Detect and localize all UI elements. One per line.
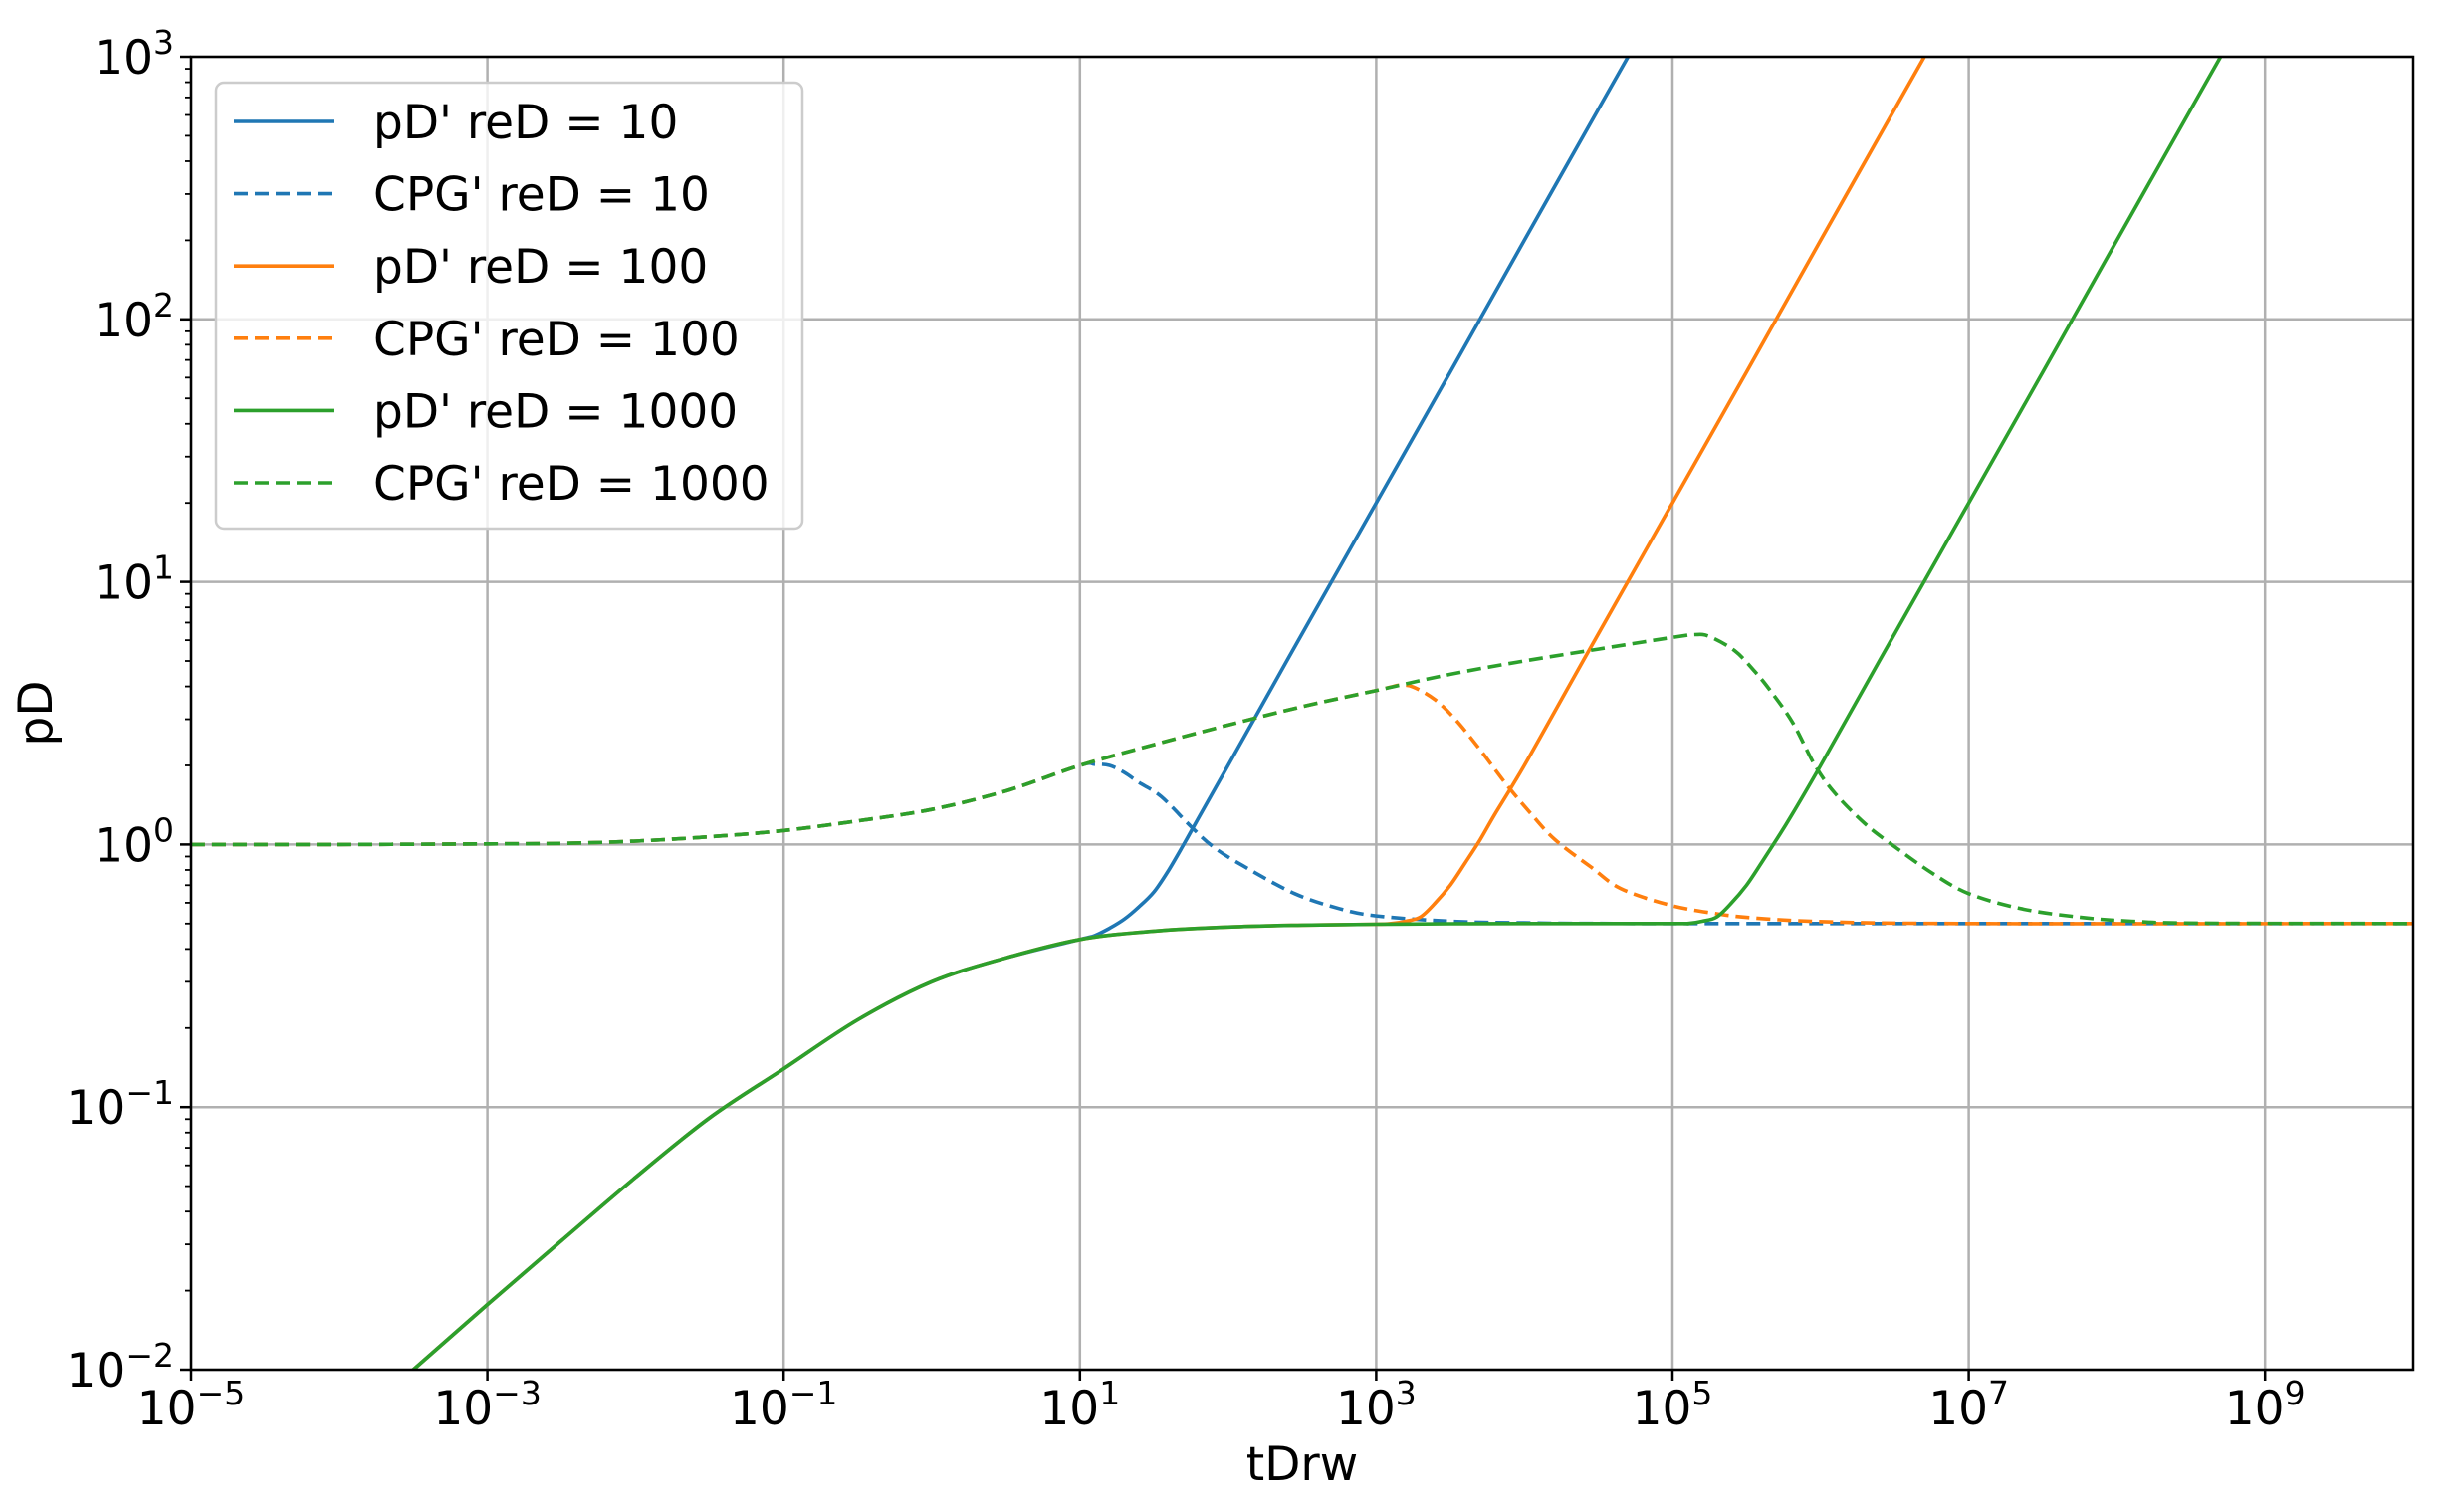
y-tick-label: 10−2 [67, 1336, 174, 1399]
series-line-cpg-5 [191, 632, 2413, 926]
x-tick-label: 107 [1928, 1374, 2009, 1436]
x-tick-label: 10−3 [433, 1374, 541, 1436]
axis-ticks [180, 55, 2267, 1381]
legend-label-2: pD' reD = 100 [373, 240, 708, 295]
x-tick-label: 103 [1336, 1374, 1417, 1436]
x-tick-label: 101 [1039, 1374, 1120, 1436]
legend-frame [214, 81, 804, 531]
y-tick-label: 10−1 [67, 1073, 174, 1136]
series-line-cpg-3 [191, 683, 2413, 926]
legend-label-3: CPG' reD = 100 [373, 313, 740, 367]
y-axis-label: pD [9, 680, 64, 746]
legend-label-5: CPG' reD = 1000 [373, 457, 770, 512]
x-tick-label: 10−5 [137, 1374, 245, 1436]
axes-frame [189, 55, 2415, 1372]
legend: pD' reD = 10 CPG' reD = 10 pD' reD = 100 CP… [214, 81, 804, 531]
x-tick-label: 109 [2225, 1374, 2306, 1436]
legend-label-0: pD' reD = 10 [373, 96, 678, 150]
y-tick-label: 102 [94, 286, 174, 348]
data-series [191, 57, 2413, 1370]
x-tick-label: 105 [1633, 1374, 1713, 1436]
series-line-pd-4 [410, 57, 2223, 1370]
y-tick-label: 100 [94, 810, 174, 873]
x-axis-label: tDrw [1246, 1437, 1358, 1492]
y-tick-label: 103 [94, 23, 174, 86]
tick-labels: 10−5 10−3 10−1 101 103 105 107 109 10−2 10−1 100 10… [67, 23, 2306, 1436]
x-tick-label: 10−1 [730, 1374, 837, 1436]
legend-label-4: pD' reD = 1000 [373, 384, 738, 439]
legend-label-1: CPG' reD = 10 [373, 168, 710, 223]
y-tick-label: 101 [94, 548, 174, 611]
